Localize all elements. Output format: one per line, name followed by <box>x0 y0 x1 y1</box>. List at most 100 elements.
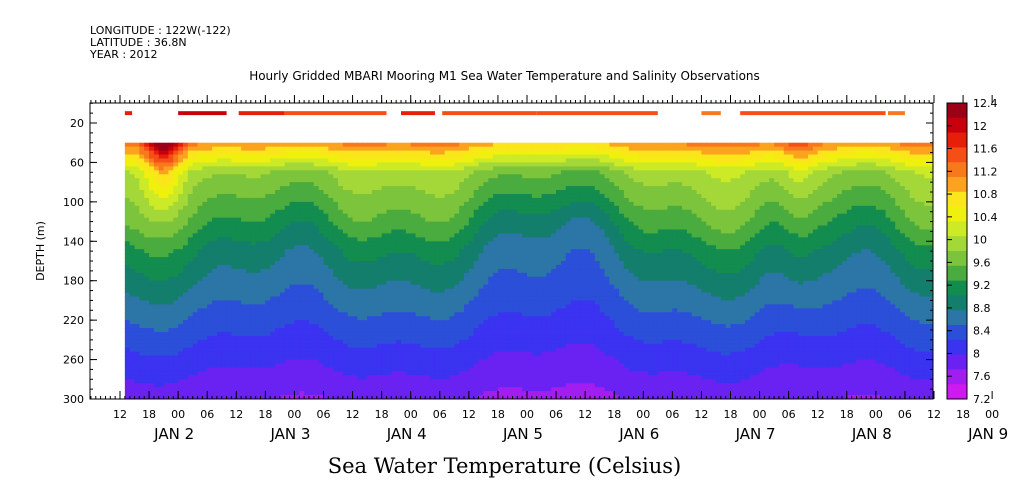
contour-cell <box>207 193 213 199</box>
contour-cell <box>362 221 368 227</box>
contour-cell <box>197 182 203 187</box>
contour-cell <box>197 284 203 290</box>
contour-cell <box>333 363 339 369</box>
contour-cell <box>328 363 334 369</box>
contour-cell <box>483 383 489 388</box>
contour-cell <box>328 351 334 357</box>
contour-cell <box>168 387 174 392</box>
contour-cell <box>396 264 402 270</box>
contour-cell <box>221 328 228 333</box>
contour-cell <box>187 335 194 341</box>
contour-cell <box>396 257 402 262</box>
contour-cell <box>342 343 349 349</box>
contour-cell <box>386 205 392 211</box>
contour-cell <box>304 284 310 290</box>
contour-cell <box>124 166 131 171</box>
contour-cell <box>182 249 189 254</box>
contour-cell <box>376 150 383 156</box>
contour-cell <box>129 174 136 179</box>
contour-cell <box>202 335 208 341</box>
contour-cell <box>401 261 407 266</box>
contour-cell <box>449 253 455 258</box>
contour-cell <box>430 249 436 254</box>
contour-cell <box>391 245 397 250</box>
contour-cell <box>425 272 431 278</box>
contour-cell <box>192 154 199 160</box>
contour-cell <box>347 331 354 337</box>
contour-cell <box>245 276 252 282</box>
contour-cell <box>294 150 300 156</box>
contour-cell <box>410 229 417 234</box>
contour-cell <box>284 174 291 179</box>
contour-cell <box>342 316 349 321</box>
contour-cell <box>134 146 140 152</box>
contour-cell <box>168 335 174 341</box>
contour-cell <box>139 347 145 353</box>
contour-cell <box>333 213 339 219</box>
contour-cell <box>376 182 383 187</box>
contour-cell <box>439 316 446 321</box>
contour-cell <box>391 190 397 195</box>
contour-cell <box>415 142 422 148</box>
contour-cell <box>192 339 199 345</box>
contour-cell <box>294 367 300 372</box>
contour-cell <box>376 343 383 349</box>
contour-cell <box>173 158 179 164</box>
contour-cell <box>318 213 325 219</box>
contour-cell <box>260 280 266 286</box>
contour-cell <box>386 146 392 152</box>
contour-cell <box>270 347 276 353</box>
contour-cell <box>241 225 247 231</box>
contour-cell <box>328 217 334 223</box>
contour-cell <box>439 383 446 388</box>
contour-cell <box>410 186 417 191</box>
contour-cell <box>376 261 383 266</box>
contour-cell <box>168 162 174 167</box>
contour-cell <box>226 316 233 321</box>
contour-cell <box>439 308 446 313</box>
contour-cell <box>168 201 174 207</box>
contour-cell <box>216 328 223 333</box>
contour-cell <box>488 363 494 369</box>
contour-cell <box>144 264 150 270</box>
contour-cell <box>294 284 300 290</box>
contour-cell <box>231 186 237 191</box>
contour-cell <box>401 253 407 258</box>
contour-cell <box>493 253 499 258</box>
contour-cell <box>454 233 460 238</box>
contour-cell <box>473 292 480 298</box>
contour-cell <box>212 383 218 388</box>
contour-cell <box>362 288 368 294</box>
contour-cell <box>313 142 320 148</box>
contour-cell <box>284 233 291 238</box>
contour-cell <box>173 367 179 372</box>
contour-cell <box>347 182 354 187</box>
contour-cell <box>182 296 189 302</box>
contour-cell <box>236 268 242 274</box>
contour-cell <box>197 221 203 227</box>
contour-cell <box>396 158 402 164</box>
contour-cell <box>420 241 426 246</box>
contour-cell <box>483 395 489 399</box>
contour-cell <box>473 186 480 191</box>
contour-cell <box>304 375 310 380</box>
contour-cell <box>381 166 388 171</box>
contour-cell <box>434 166 441 171</box>
contour-cell <box>401 213 407 219</box>
contour-cell <box>216 190 223 195</box>
contour-cell <box>289 387 296 392</box>
contour-cell <box>342 331 349 337</box>
contour-cell <box>260 142 266 148</box>
contour-cell <box>187 304 194 309</box>
contour-cell <box>420 387 426 392</box>
contour-cell <box>386 308 392 313</box>
contour-cell <box>226 178 233 183</box>
contour-cell <box>134 328 140 333</box>
contour-cell <box>168 395 174 399</box>
contour-cell <box>386 292 392 298</box>
contour-cell <box>488 158 494 164</box>
contour-cell <box>284 257 291 262</box>
contour-cell <box>313 339 320 345</box>
contour-cell <box>347 383 354 388</box>
contour-cell <box>434 201 441 207</box>
